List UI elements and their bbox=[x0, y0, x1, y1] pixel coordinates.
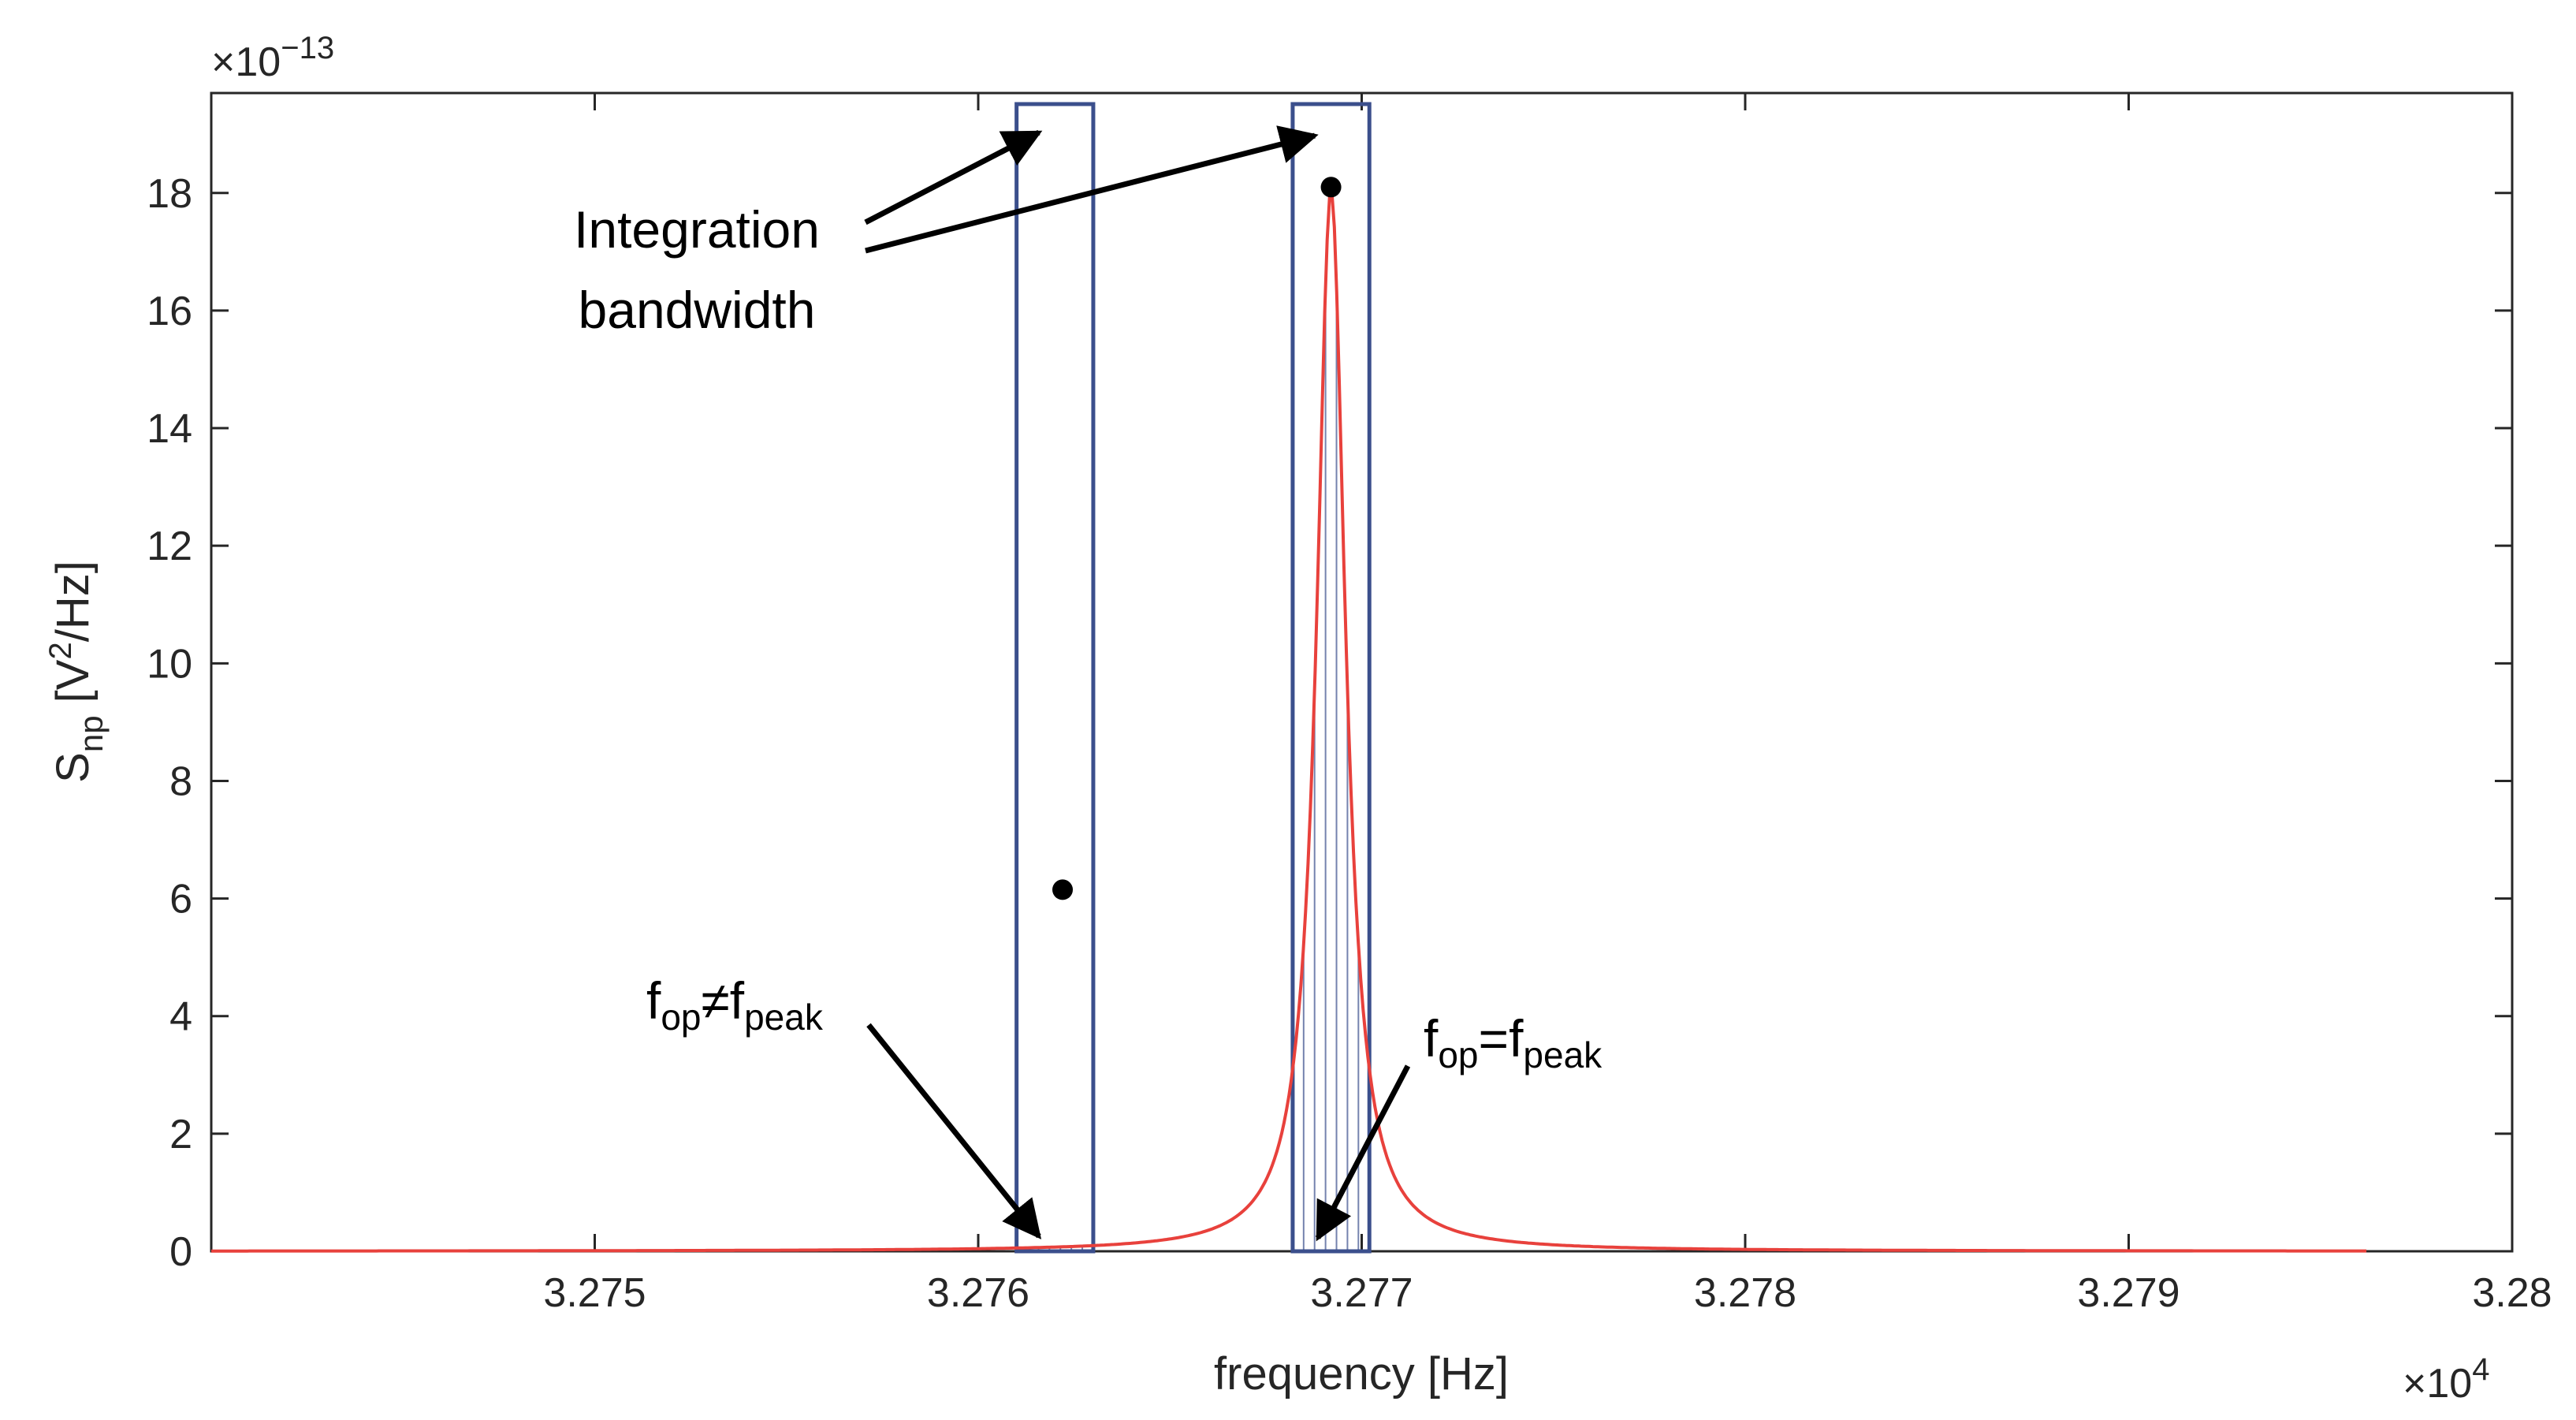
y-tick-label: 16 bbox=[147, 289, 192, 334]
y-tick-label: 12 bbox=[147, 524, 192, 569]
x-tick-label: 3.276 bbox=[927, 1270, 1029, 1316]
x-multiplier-base: ×10 bbox=[2403, 1361, 2472, 1407]
y-label-main: S bbox=[47, 752, 99, 783]
y-label-unit-open: [V bbox=[47, 659, 99, 715]
off-peak-sub1: op bbox=[661, 997, 701, 1038]
annotation-integration-line2: bandwidth bbox=[579, 281, 816, 339]
on-peak-rel: = bbox=[1479, 1009, 1509, 1068]
y-tick-label: 2 bbox=[169, 1112, 192, 1157]
y-tick-label: 10 bbox=[147, 641, 192, 687]
x-axis-label: frequency [Hz] bbox=[1214, 1348, 1509, 1400]
annotation-integration-line1: Integration bbox=[574, 200, 820, 259]
x-tick-label: 3.275 bbox=[543, 1270, 646, 1316]
y-tick-label: 0 bbox=[169, 1229, 192, 1275]
off-peak-point bbox=[1052, 879, 1073, 900]
x-tick-label: 3.277 bbox=[1310, 1270, 1413, 1316]
off-peak-f2: f bbox=[730, 971, 745, 1030]
y-tick-label: 6 bbox=[169, 877, 192, 922]
y-tick-label: 18 bbox=[147, 171, 192, 217]
y-multiplier-base: ×10 bbox=[211, 39, 281, 85]
y-tick-label: 14 bbox=[147, 406, 192, 452]
x-tick-label: 3.28 bbox=[2472, 1270, 2552, 1316]
y-axis-multiplier: ×10−13 bbox=[211, 31, 334, 85]
on-peak-sub1: op bbox=[1438, 1034, 1478, 1075]
y-multiplier-exp: −13 bbox=[281, 31, 334, 65]
x-axis-multiplier: ×104 bbox=[2403, 1352, 2489, 1407]
x-tick-label: 3.278 bbox=[1694, 1270, 1796, 1316]
y-tick-label: 4 bbox=[169, 994, 192, 1040]
off-peak-f: f bbox=[646, 971, 661, 1030]
off-peak-sub2: peak bbox=[744, 997, 824, 1038]
x-tick-label: 3.279 bbox=[2077, 1270, 2180, 1316]
y-label-unit-close: /Hz] bbox=[47, 561, 99, 642]
on-peak-f: f bbox=[1424, 1009, 1439, 1068]
peak-point bbox=[1321, 177, 1342, 197]
on-peak-sub2: peak bbox=[1523, 1034, 1603, 1075]
y-axis-label: Snp [V2/Hz] bbox=[43, 561, 110, 783]
x-multiplier-exp: 4 bbox=[2472, 1352, 2489, 1387]
y-label-unit-sup: 2 bbox=[43, 642, 78, 659]
y-tick-label: 8 bbox=[169, 758, 192, 804]
on-peak-f2: f bbox=[1509, 1009, 1524, 1068]
plot-area bbox=[211, 93, 2512, 1251]
y-label-sub: np bbox=[73, 715, 110, 752]
off-peak-rel: ≠ bbox=[702, 971, 730, 1030]
